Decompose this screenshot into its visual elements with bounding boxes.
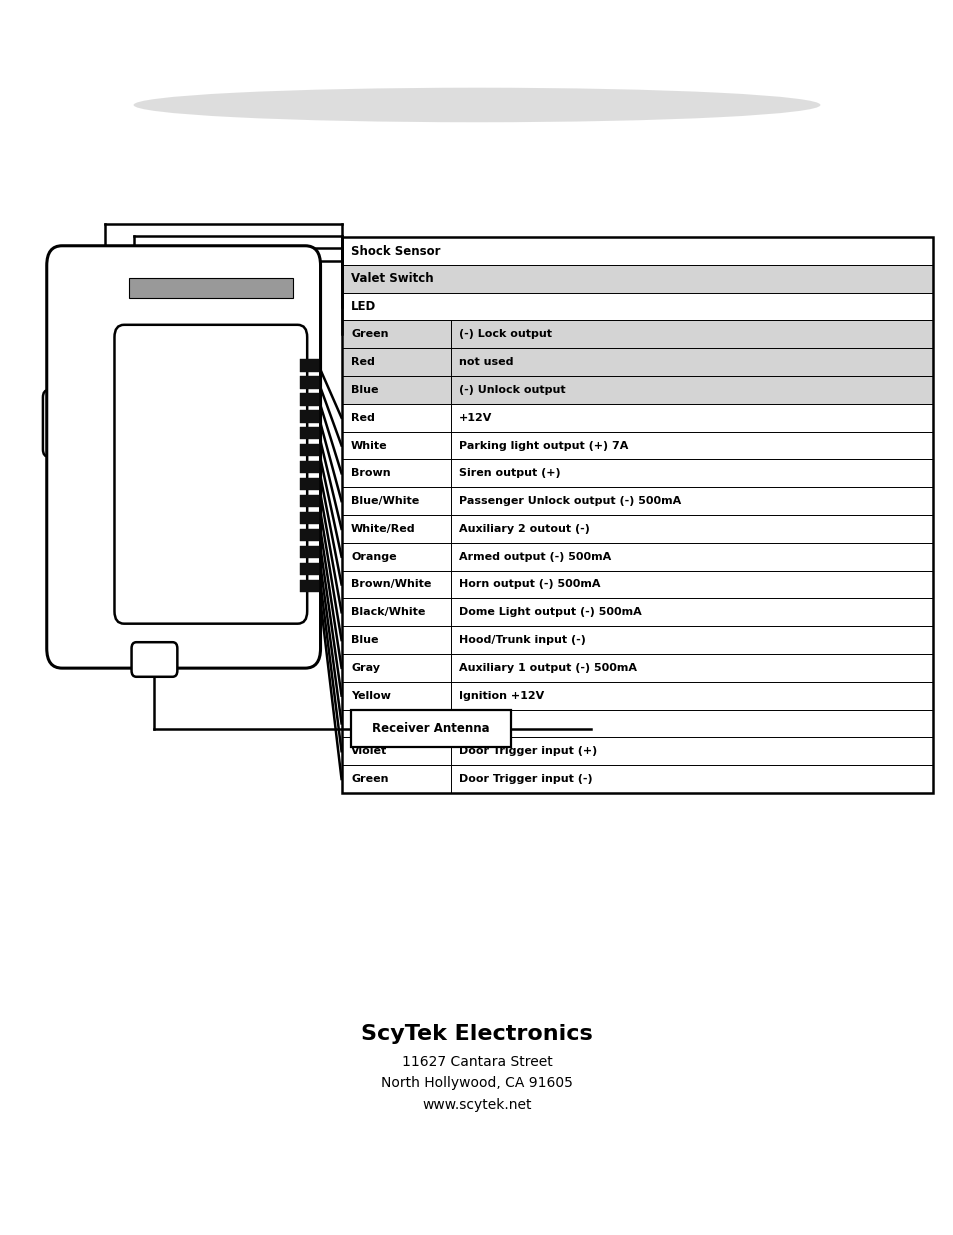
Text: LED: LED <box>351 300 375 314</box>
Bar <box>299 511 318 524</box>
Text: White/Red: White/Red <box>351 524 416 534</box>
Text: Ignition +12V: Ignition +12V <box>458 690 543 700</box>
Bar <box>351 710 511 747</box>
Text: Dome Light output (-) 500mA: Dome Light output (-) 500mA <box>458 608 640 618</box>
Text: www.scytek.net: www.scytek.net <box>422 1098 531 1113</box>
Text: White: White <box>351 441 387 451</box>
Text: Door Trigger input (-): Door Trigger input (-) <box>458 774 592 784</box>
Bar <box>341 237 932 264</box>
Bar <box>299 410 318 422</box>
Bar <box>341 487 932 515</box>
Text: Valet Switch: Valet Switch <box>351 272 434 285</box>
Text: 11627 Cantara Street: 11627 Cantara Street <box>401 1055 552 1070</box>
Bar <box>299 563 318 576</box>
Bar <box>341 709 932 737</box>
Text: (-) Unlock output: (-) Unlock output <box>458 385 564 395</box>
Bar <box>341 237 932 793</box>
Text: Green: Green <box>351 774 388 784</box>
Text: Horn output (-) 500mA: Horn output (-) 500mA <box>458 579 599 589</box>
FancyBboxPatch shape <box>114 325 307 624</box>
Text: Green: Green <box>351 330 388 340</box>
Bar <box>341 431 932 459</box>
Text: Brown/White: Brown/White <box>351 579 431 589</box>
Text: ScyTek Electronics: ScyTek Electronics <box>361 1024 592 1044</box>
FancyBboxPatch shape <box>43 390 71 457</box>
Bar <box>341 737 932 764</box>
Text: Red: Red <box>351 412 375 422</box>
Text: Orange: Orange <box>351 552 396 562</box>
Bar <box>299 359 318 372</box>
Bar <box>341 375 932 404</box>
Text: Door Trigger input (+): Door Trigger input (+) <box>458 746 597 756</box>
Text: Passenger Unlock output (-) 500mA: Passenger Unlock output (-) 500mA <box>458 496 680 506</box>
Bar <box>341 682 932 709</box>
Bar <box>299 393 318 405</box>
Bar <box>299 461 318 473</box>
Text: +12V: +12V <box>458 412 492 422</box>
Text: Red: Red <box>351 357 375 367</box>
Text: Black: Black <box>351 719 384 729</box>
Text: Blue/White: Blue/White <box>351 496 419 506</box>
Bar <box>341 320 932 348</box>
Text: Hood/Trunk input (-): Hood/Trunk input (-) <box>458 635 585 645</box>
Bar <box>299 546 318 558</box>
Bar <box>341 571 932 599</box>
FancyBboxPatch shape <box>47 246 320 668</box>
FancyBboxPatch shape <box>132 642 177 677</box>
Bar <box>341 459 932 487</box>
Bar <box>341 264 932 293</box>
Bar <box>341 653 932 682</box>
Bar <box>129 278 293 298</box>
Bar <box>299 377 318 389</box>
Bar <box>341 293 932 320</box>
Text: Auxiliary 2 outout (-): Auxiliary 2 outout (-) <box>458 524 589 534</box>
Text: Violet: Violet <box>351 746 387 756</box>
Text: Brown: Brown <box>351 468 391 478</box>
Text: Blue: Blue <box>351 635 378 645</box>
Bar <box>341 543 932 571</box>
Text: Yellow: Yellow <box>351 690 391 700</box>
Bar <box>341 764 932 793</box>
Text: Armed output (-) 500mA: Armed output (-) 500mA <box>458 552 610 562</box>
Bar <box>341 626 932 655</box>
Text: Receiver Antenna: Receiver Antenna <box>372 722 490 735</box>
Bar <box>341 404 932 431</box>
Bar <box>341 348 932 375</box>
Text: Siren output (+): Siren output (+) <box>458 468 559 478</box>
Text: Shock Sensor: Shock Sensor <box>351 245 440 258</box>
Text: Parking light output (+) 7A: Parking light output (+) 7A <box>458 441 627 451</box>
Bar <box>299 427 318 440</box>
Bar <box>341 515 932 543</box>
Bar <box>299 495 318 508</box>
Text: Gray: Gray <box>351 663 379 673</box>
Bar <box>299 478 318 490</box>
Text: Blue: Blue <box>351 385 378 395</box>
Text: (-) Lock output: (-) Lock output <box>458 330 551 340</box>
Bar <box>299 445 318 457</box>
Bar <box>341 599 932 626</box>
Text: North Hollywood, CA 91605: North Hollywood, CA 91605 <box>380 1076 573 1091</box>
Text: Ground: Ground <box>458 719 504 729</box>
Ellipse shape <box>133 88 820 122</box>
Text: Auxiliary 1 output (-) 500mA: Auxiliary 1 output (-) 500mA <box>458 663 636 673</box>
Text: not used: not used <box>458 357 513 367</box>
Bar <box>299 579 318 592</box>
Text: Black/White: Black/White <box>351 608 425 618</box>
Bar <box>299 529 318 541</box>
